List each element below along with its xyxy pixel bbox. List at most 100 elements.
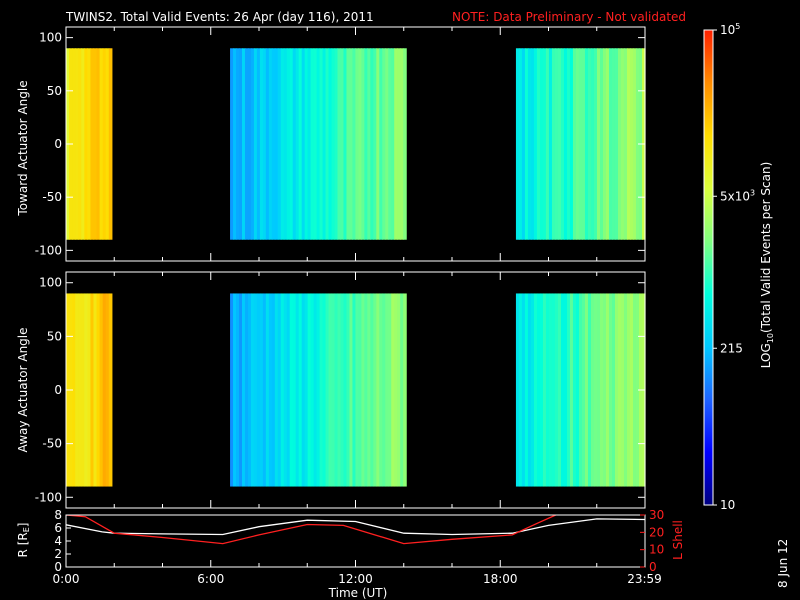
heatmap-cell — [340, 48, 345, 240]
heatmap-cell — [346, 48, 351, 240]
heatmap-cell — [102, 293, 107, 487]
heatmap-cell — [78, 48, 82, 240]
colorbar-tick-label: 10 — [720, 498, 735, 512]
heatmap-cell — [78, 293, 82, 487]
heatmap-cell — [572, 293, 577, 487]
heatmap-cell — [599, 293, 604, 487]
heatmap-cell — [370, 293, 374, 487]
heatmap-cell — [310, 293, 315, 487]
heatmap-cell — [334, 48, 339, 240]
heatmap-cell — [394, 293, 398, 487]
heatmap-cell — [551, 48, 556, 240]
heatmap-cell — [262, 48, 267, 240]
colorbar-gradient — [704, 30, 713, 505]
heatmap-cell — [590, 48, 595, 240]
heatmap-cell — [391, 48, 395, 240]
heatmap-cell — [376, 293, 380, 487]
heatmap-cell — [316, 293, 321, 487]
heatmap-cell — [397, 293, 401, 487]
heatmap-cell — [602, 293, 607, 487]
heatmap-cell — [521, 293, 526, 487]
heatmap-cell — [343, 48, 348, 240]
heatmap-cell — [316, 48, 321, 240]
lshell-line — [66, 515, 556, 545]
heatmap-cell — [355, 293, 360, 487]
heatmap-cell — [379, 293, 383, 487]
heatmap-cell — [376, 48, 380, 240]
colorbar: 105 5x103 215 10 — [703, 22, 755, 512]
heatmap-cell — [319, 293, 324, 487]
heatmap-cell — [84, 293, 88, 487]
heatmap-cell — [545, 293, 550, 487]
heatmap-cell — [253, 48, 258, 240]
heatmap-cell — [87, 48, 92, 240]
panel-frame — [65, 514, 646, 568]
heatmap-cell — [563, 48, 568, 240]
y-tick-label: 50 — [47, 84, 62, 98]
heatmap-cell — [569, 293, 574, 487]
heatmap-cell — [611, 293, 616, 487]
heatmap-cell — [515, 293, 520, 487]
heatmap-cell — [271, 293, 276, 487]
heatmap-cell — [575, 48, 580, 240]
heatmap-cell — [403, 48, 407, 240]
heatmap-cell — [605, 293, 610, 487]
heatmap-cell — [325, 293, 330, 487]
heatmap-cell — [578, 293, 583, 487]
colorbar-tick-label: 105 — [720, 22, 740, 37]
heatmap-cell — [587, 48, 592, 240]
heatmap-cell — [259, 48, 264, 240]
heatmap-cell — [566, 48, 571, 240]
heatmap-cell — [250, 293, 255, 487]
heatmap-cell — [352, 293, 357, 487]
toward-angle-panel: 100 50 0 -50 -100 — [35, 26, 646, 262]
heatmap-cell — [524, 48, 529, 240]
y2-tick-label: 20 — [649, 525, 664, 539]
heatmap-cell — [542, 293, 547, 487]
heatmap-cell — [367, 48, 371, 240]
heatmap-cell — [343, 293, 348, 487]
heatmap-cell — [331, 48, 336, 240]
heatmap-cell — [527, 293, 532, 487]
y-tick-label: 0 — [54, 560, 62, 574]
heatmap-cell — [533, 293, 538, 487]
heatmap-cell — [611, 48, 616, 240]
heatmap-cell — [373, 293, 377, 487]
heatmap-cell — [337, 293, 342, 487]
heatmap-cell — [250, 48, 255, 240]
heatmap-cell — [230, 48, 234, 240]
heatmap-cell — [575, 293, 580, 487]
heatmap-cell — [277, 48, 282, 240]
heatmap-cell — [105, 48, 110, 240]
y-tick-label: -50 — [42, 437, 62, 451]
heatmap-cell — [274, 48, 279, 240]
heatmap-cell — [391, 293, 395, 487]
heatmap-cell — [632, 293, 637, 487]
data-block — [66, 293, 113, 487]
heatmap-cell — [236, 48, 240, 240]
y-tick-label: 6 — [54, 521, 62, 535]
heatmap-cell — [233, 293, 237, 487]
data-block — [66, 48, 113, 240]
heatmap-cell — [96, 48, 101, 240]
heatmap-cell — [75, 293, 79, 487]
heatmap-cell — [518, 48, 523, 240]
heatmap-cell — [593, 293, 598, 487]
heatmap-cell — [230, 293, 234, 487]
heatmap-cell — [617, 293, 622, 487]
heatmap-cell — [605, 48, 610, 240]
heatmap-cell — [385, 48, 389, 240]
heatmap-cell — [364, 293, 368, 487]
heatmap-cell — [289, 48, 294, 240]
heatmap-cell — [385, 293, 389, 487]
heatmap-cell — [614, 48, 619, 240]
heatmap-cell — [590, 293, 595, 487]
heatmap-cell — [533, 48, 538, 240]
heatmap-cell — [247, 293, 252, 487]
heatmap-cell — [337, 48, 342, 240]
date-stamp: 8 Jun 12 — [776, 539, 790, 588]
heatmap-cell — [623, 293, 628, 487]
heatmap-cell — [268, 48, 273, 240]
x-tick-label: 0:00 — [53, 572, 80, 586]
